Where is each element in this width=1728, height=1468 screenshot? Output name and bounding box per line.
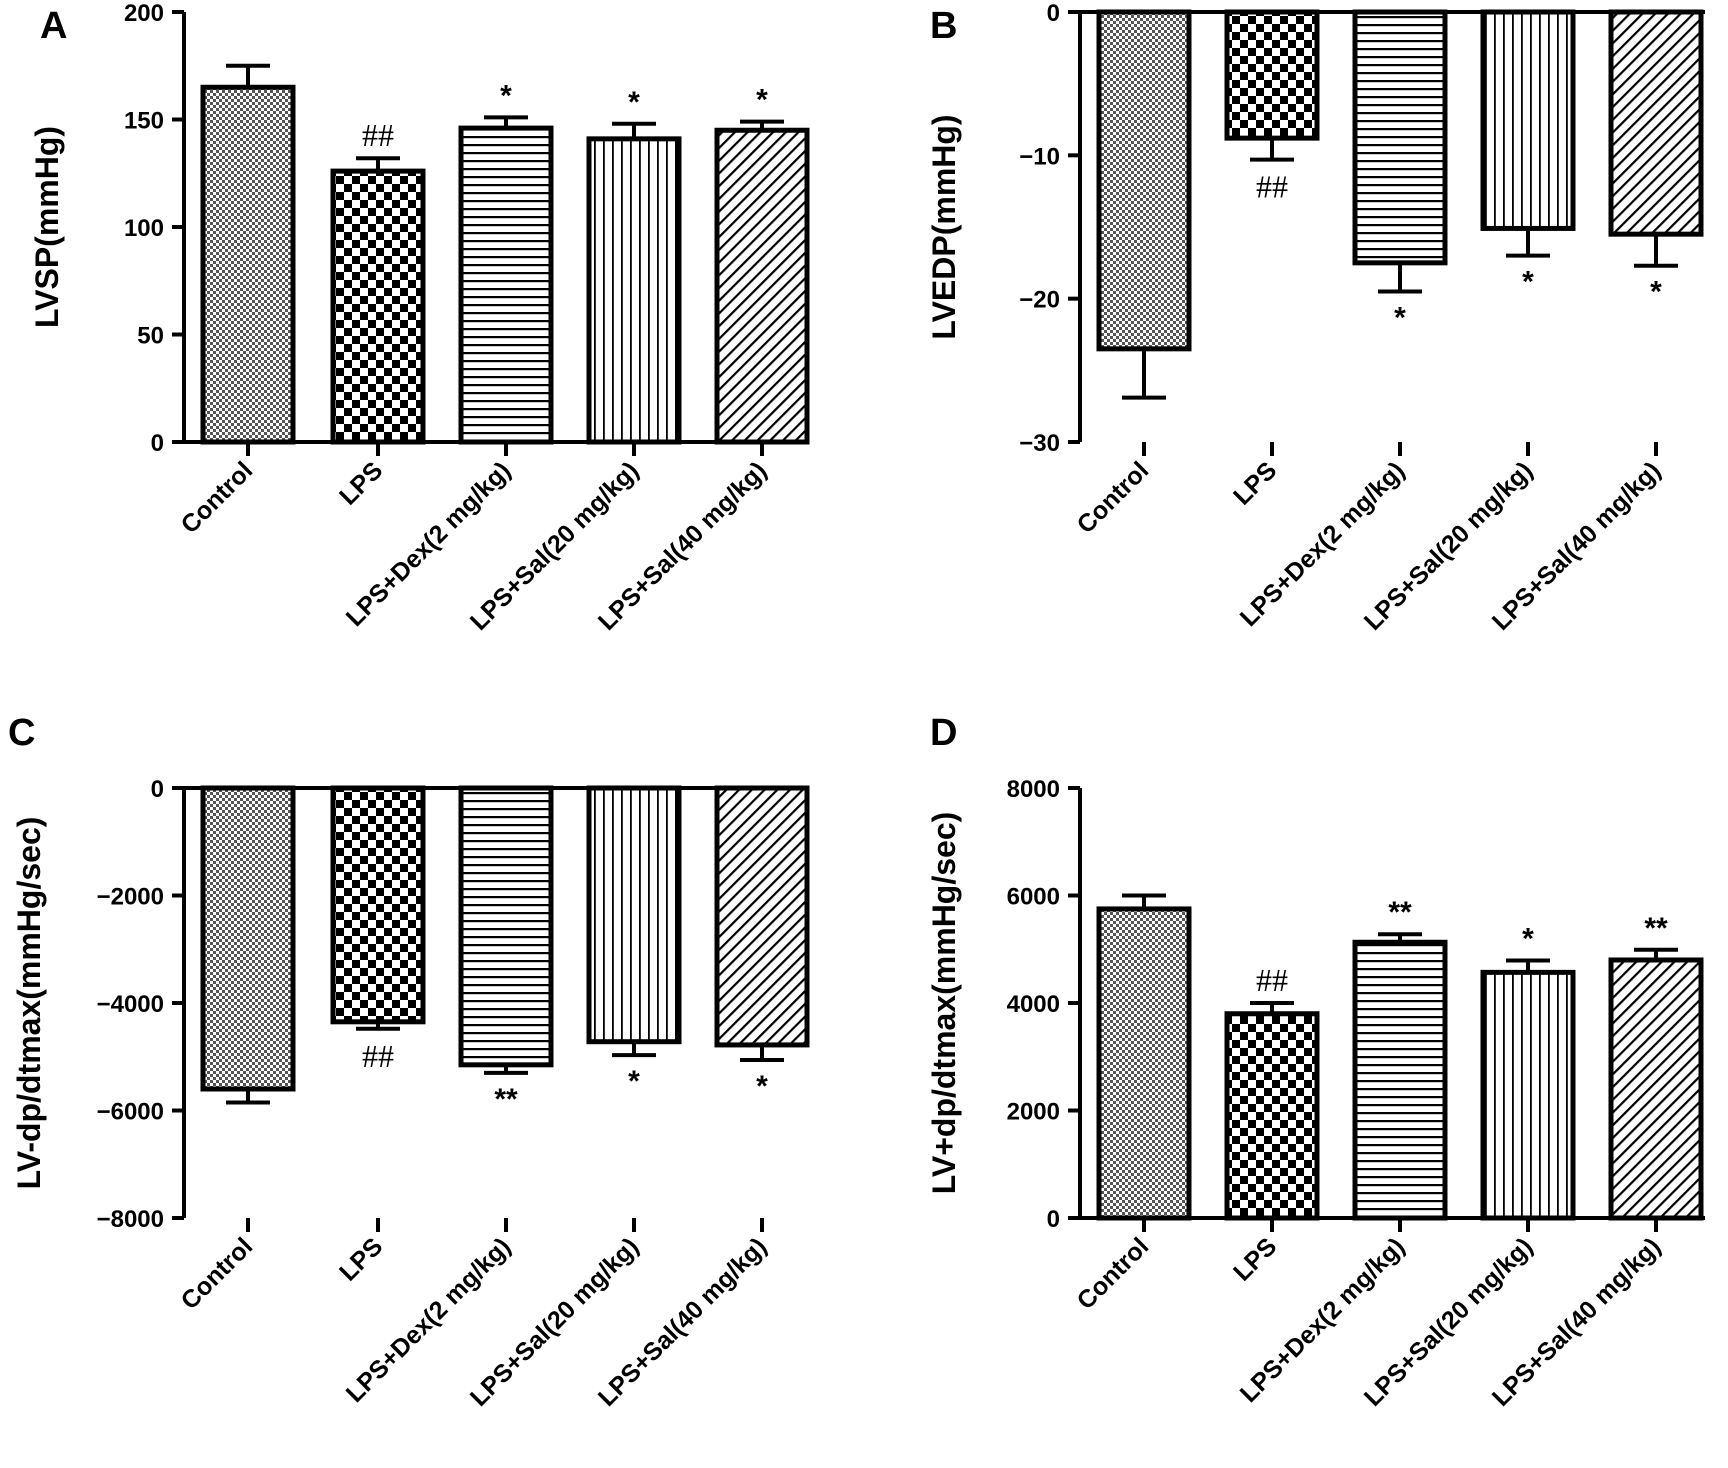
x-tick-label: Control [1072, 456, 1155, 539]
bar [458, 785, 554, 1068]
bar [330, 785, 426, 1025]
y-tick-label: 8000 [1007, 776, 1060, 803]
bar [1608, 9, 1704, 237]
significance-marker: ** [1388, 896, 1412, 929]
bar [330, 168, 426, 445]
bar [458, 125, 554, 445]
y-tick-label: 0 [1047, 0, 1060, 27]
y-tick-label: 150 [124, 108, 164, 135]
significance-marker: * [1650, 276, 1662, 309]
bar [1224, 9, 1320, 141]
y-axis-label: LV+dp/dtmax(mmHg/sec) [926, 812, 962, 1195]
significance-marker: ** [1644, 912, 1668, 945]
panel-c: CLV-dp/dtmax(mmHg/sec) ##*** *0−2000−4000−… [8, 712, 810, 1412]
significance-marker: * [756, 84, 768, 117]
bar [200, 785, 296, 1092]
panel-label: C [8, 712, 35, 754]
y-tick-label: 100 [124, 215, 164, 242]
y-tick-label: 0 [151, 430, 164, 457]
bar [1096, 906, 1192, 1221]
bar [714, 127, 810, 445]
bar [586, 785, 682, 1045]
bar [1096, 9, 1192, 352]
bar [1352, 9, 1448, 266]
y-axis-label: LVEDP(mmHg) [926, 114, 962, 339]
significance-marker: * [756, 1070, 768, 1103]
x-tick-label: Control [176, 1232, 259, 1315]
y-tick-label: 4000 [1007, 991, 1060, 1018]
y-tick-label: 6000 [1007, 884, 1060, 911]
y-tick-label: 2000 [1007, 1099, 1060, 1126]
significance-marker: * [628, 86, 640, 119]
bar [1352, 939, 1448, 1221]
y-tick-label: −4000 [97, 991, 164, 1018]
panel-label: B [930, 5, 957, 47]
y-tick-label: −2000 [97, 884, 164, 911]
significance-marker: ## [1256, 169, 1288, 205]
significance-marker: ## [362, 117, 394, 153]
panel-label: A [40, 5, 67, 47]
x-tick-label: Control [176, 456, 259, 539]
x-tick-label: LPS [1228, 456, 1282, 510]
y-axis-label: LVSP(mmHg) [29, 126, 65, 328]
x-tick-label: LPS [334, 456, 388, 510]
significance-marker: ## [1256, 962, 1288, 998]
significance-marker: * [628, 1065, 640, 1098]
bar [1224, 1011, 1320, 1221]
x-tick-label: Control [1072, 1232, 1155, 1315]
bar [1480, 969, 1576, 1221]
panel-d: DLV+dp/dtmax(mmHg/sec) ##*** **02000400060… [926, 712, 1705, 1412]
y-tick-label: 0 [1047, 1206, 1060, 1233]
y-tick-label: −10 [1019, 143, 1060, 170]
x-tick-label: LPS [1228, 1232, 1282, 1286]
significance-marker: * [1522, 266, 1534, 299]
bar [200, 84, 296, 445]
bar [586, 136, 682, 445]
y-tick-label: −6000 [97, 1099, 164, 1126]
significance-marker: * [1522, 923, 1534, 956]
y-tick-label: 0 [151, 776, 164, 803]
y-axis-label: LV-dp/dtmax(mmHg/sec) [11, 817, 47, 1190]
panel-label: D [930, 712, 957, 754]
significance-marker: ## [362, 1038, 394, 1074]
bar [1608, 957, 1704, 1221]
x-tick-label: LPS [334, 1232, 388, 1286]
y-tick-label: 50 [137, 323, 164, 350]
significance-marker: * [500, 79, 512, 112]
y-tick-label: 200 [124, 0, 164, 27]
significance-marker: ** [494, 1083, 518, 1116]
significance-marker: * [1394, 302, 1406, 335]
bar [714, 785, 810, 1048]
y-tick-label: −8000 [97, 1206, 164, 1233]
y-tick-label: −30 [1019, 430, 1060, 457]
y-tick-label: −20 [1019, 287, 1060, 314]
bar [1480, 9, 1576, 231]
